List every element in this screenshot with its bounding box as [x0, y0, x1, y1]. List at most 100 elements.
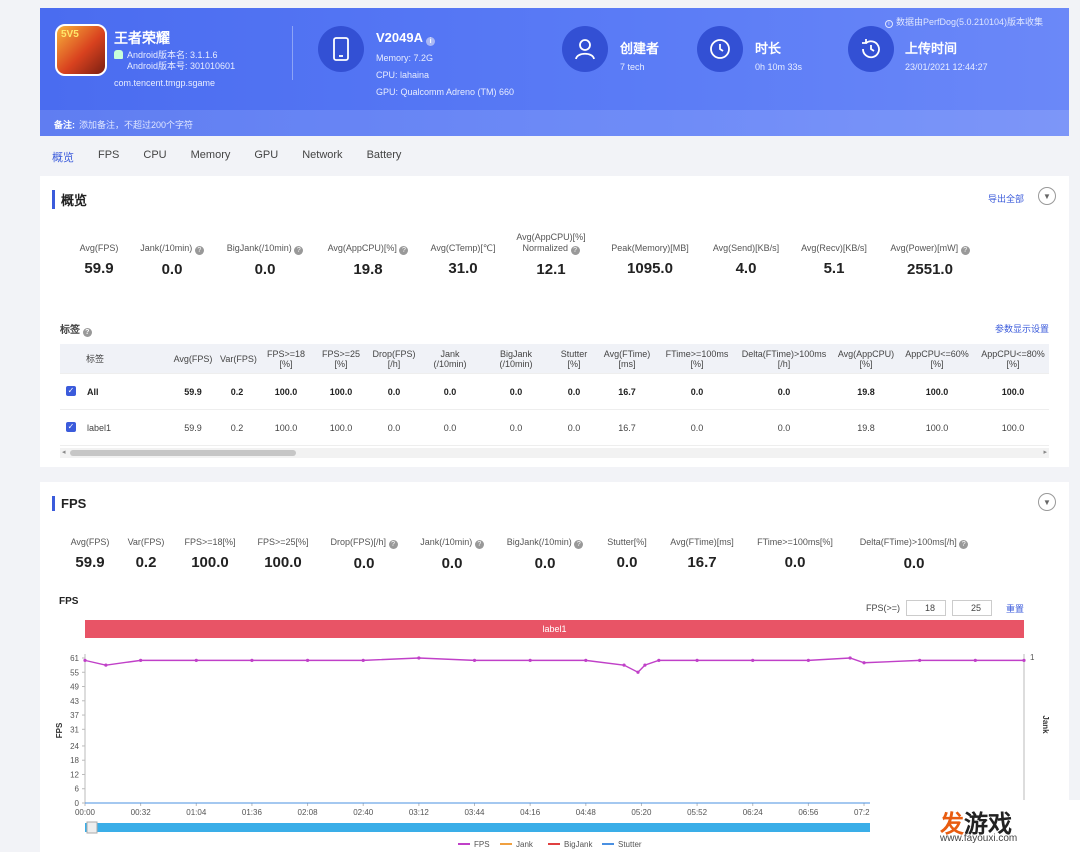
- scroll-right-icon[interactable]: ▸: [1043, 449, 1047, 456]
- help-icon[interactable]: ?: [194, 246, 204, 255]
- column-header[interactable]: Delta(FTime)>100ms [/h]: [741, 348, 827, 369]
- export-all-link[interactable]: 导出全部: [988, 194, 1025, 204]
- zoom-slider[interactable]: [85, 823, 1024, 832]
- fps-threshold-input-2[interactable]: 25: [951, 600, 992, 616]
- help-icon[interactable]: ?: [294, 246, 304, 255]
- row-checkbox[interactable]: ✓: [66, 386, 76, 396]
- column-header[interactable]: AppCPU<=60% [%]: [905, 348, 969, 369]
- row-checkbox[interactable]: ✓: [66, 422, 76, 432]
- legend-label[interactable]: Stutter: [618, 840, 642, 849]
- fps-metric: BigJank(/10min) ? 0.0: [485, 537, 605, 572]
- table-row[interactable]: ✓ All 59.9 0.2 100.0 100.0 0.0 0.0 0.0 0.0 16.7 0.0…: [60, 374, 1049, 410]
- data-source: i 数据由PerfDog(5.0.210104)版本收集: [884, 15, 1043, 28]
- help-icon[interactable]: ?: [574, 540, 584, 549]
- x-tick-label: 05:20: [631, 808, 652, 817]
- note-input[interactable]: 添加备注，不超过200个字符: [79, 120, 194, 130]
- collapse-icon[interactable]: ▼: [1038, 187, 1056, 205]
- column-header[interactable]: AppCPU<=80% [%]: [981, 348, 1045, 369]
- column-header[interactable]: FTime>=100ms [%]: [665, 348, 729, 369]
- column-header[interactable]: Var(FPS): [220, 353, 257, 364]
- legend-label[interactable]: BigJank: [564, 840, 593, 849]
- legend-label[interactable]: FPS: [474, 840, 490, 849]
- zoom-handle[interactable]: [86, 821, 98, 834]
- watermark-logo: 发游戏: [940, 811, 1012, 838]
- tab-network[interactable]: Network: [302, 149, 343, 161]
- overview-metric: Avg(Send)[KB/s] 4.0: [696, 243, 796, 277]
- column-header[interactable]: Avg(AppCPU) [%]: [837, 348, 895, 369]
- horizontal-scrollbar[interactable]: ◂ ▸: [60, 448, 1049, 458]
- column-header[interactable]: Drop(FPS) [/h]: [372, 348, 416, 369]
- metric-value: 0.0: [616, 554, 638, 571]
- table-cell: 0.0: [443, 422, 457, 433]
- fps-point: [657, 658, 661, 662]
- column-header[interactable]: FPS>=18 [%]: [266, 348, 306, 369]
- metric-value: 2551.0: [907, 261, 953, 278]
- metric-label: Peak(Memory)[MB]: [611, 243, 689, 253]
- app-icon: 5V5: [55, 24, 107, 76]
- help-icon[interactable]: ?: [474, 540, 484, 549]
- fps-threshold-input-1[interactable]: 18: [905, 600, 946, 616]
- x-tick-label: 03:12: [409, 808, 430, 817]
- table-cell: 100.0: [274, 386, 298, 397]
- tab-cpu[interactable]: CPU: [143, 149, 167, 161]
- x-tick-label: 00:32: [131, 808, 152, 817]
- x-tick-label: 02:40: [353, 808, 374, 817]
- fps-point: [305, 658, 310, 662]
- help-icon[interactable]: ?: [959, 540, 969, 549]
- table-cell: 0.0: [690, 422, 704, 433]
- column-header[interactable]: Stutter [%]: [560, 348, 588, 369]
- tab-概览[interactable]: 概览: [52, 152, 74, 164]
- info-icon[interactable]: i: [426, 37, 436, 46]
- metric-label: FPS>=18[%]: [184, 537, 236, 547]
- column-header[interactable]: Avg(FPS): [173, 353, 213, 364]
- param-settings-link[interactable]: 参数显示设置: [995, 324, 1050, 334]
- report-header: 5V5 王者荣耀 Android版本名: 3.1.1.6 Android版本号:…: [40, 8, 1069, 136]
- label-band[interactable]: label1: [85, 620, 1024, 638]
- metric-value: 19.8: [353, 261, 383, 278]
- tab-gpu[interactable]: GPU: [254, 149, 279, 161]
- x-tick-label: 07:28: [854, 808, 875, 817]
- overview-metric: BigJank(/10min) ? 0.0: [215, 243, 315, 278]
- overview-metric: Avg(CTemp)[℃] 31.0: [413, 243, 513, 277]
- metric-value: 100.0: [264, 554, 302, 571]
- table-cell: 0.0: [567, 386, 581, 397]
- help-icon[interactable]: ?: [960, 246, 970, 255]
- table-cell: 0.0: [443, 386, 457, 397]
- y-tick-label: 6: [75, 785, 80, 794]
- table-cell: 0.0: [777, 386, 791, 397]
- help-icon[interactable]: ?: [388, 540, 398, 549]
- x-tick-label: 05:52: [687, 808, 708, 817]
- tab-memory[interactable]: Memory: [190, 149, 231, 161]
- fps-metric: Stutter[%] 0.0: [567, 537, 687, 571]
- column-header[interactable]: BigJank (/10min): [499, 348, 533, 369]
- column-header[interactable]: Jank (/10min): [433, 348, 467, 369]
- metric-label: FTime>=100ms[%]: [757, 537, 833, 547]
- help-icon[interactable]: ?: [570, 246, 580, 255]
- clock-icon: [697, 26, 743, 72]
- table-row[interactable]: ✓ label1 59.9 0.2 100.0 100.0 0.0 0.0 0.0 0.0 16.7…: [60, 410, 1049, 446]
- help-icon[interactable]: ?: [82, 328, 92, 337]
- column-header[interactable]: Avg(FTime) [ms]: [603, 348, 651, 369]
- android-icon: [114, 50, 123, 59]
- user-icon: [562, 26, 608, 72]
- metric-value: 31.0: [448, 260, 478, 277]
- column-header[interactable]: 标签: [85, 353, 104, 364]
- note-bar[interactable]: 备注: 添加备注，不超过200个字符: [40, 110, 1069, 136]
- tab-battery[interactable]: Battery: [366, 149, 402, 161]
- table-cell: 100.0: [1001, 422, 1025, 433]
- scroll-left-icon[interactable]: ◂: [62, 449, 66, 456]
- table-cell: 100.0: [329, 422, 353, 433]
- column-header[interactable]: FPS>=25 [%]: [321, 348, 361, 369]
- collapse-icon[interactable]: ▼: [1038, 493, 1056, 511]
- metric-value: 0.0: [161, 261, 183, 278]
- legend-label[interactable]: Jank: [516, 840, 534, 849]
- reset-button[interactable]: 重置: [1005, 603, 1024, 614]
- table-cell: 0.0: [509, 422, 523, 433]
- help-icon[interactable]: ?: [399, 246, 409, 255]
- fps-metric: Jank(/10min) ? 0.0: [392, 537, 512, 572]
- scrollbar-thumb[interactable]: [70, 450, 296, 456]
- metric-value: 0.0: [534, 555, 556, 572]
- y-tick-label: 43: [70, 697, 79, 706]
- tab-fps[interactable]: FPS: [98, 149, 120, 161]
- fps-metric: Avg(FPS) 59.9: [30, 537, 150, 571]
